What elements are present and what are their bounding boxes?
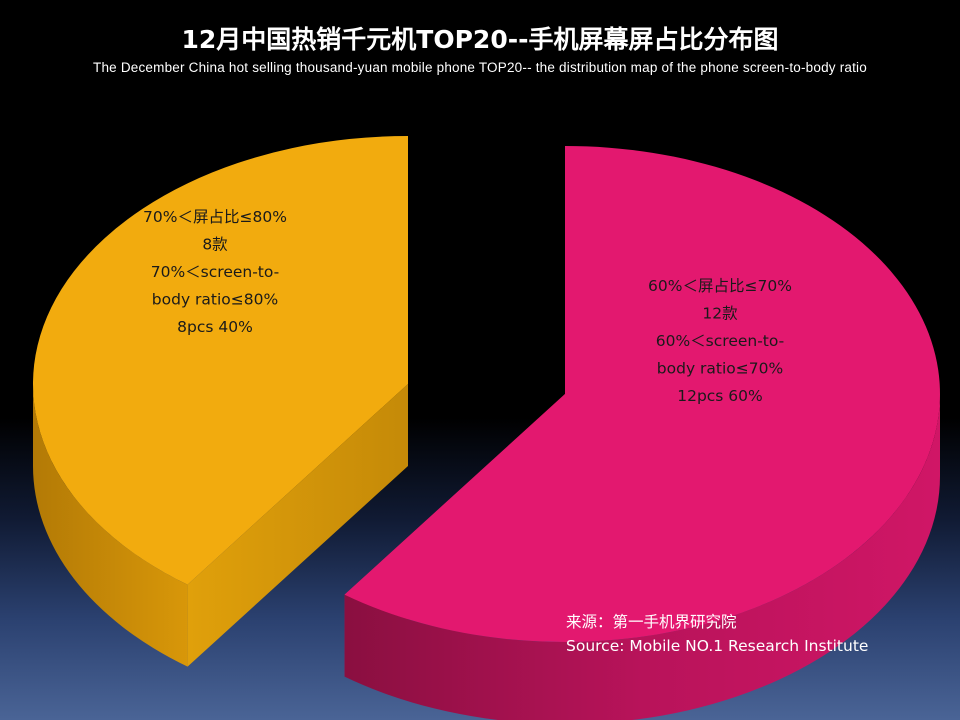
source-line-cn: 来源：第一手机界研究院 <box>566 613 737 631</box>
source-note: 来源：第一手机界研究院 Source: Mobile NO.1 Research… <box>566 610 868 658</box>
slice-2-side-wall <box>32 384 188 667</box>
slice-2-label-line-4: body ratio≤80% <box>152 291 278 309</box>
chart-subtitle: The December China hot selling thousand-… <box>93 60 867 75</box>
slice-1-label-line-5: 12pcs 60% <box>677 387 763 405</box>
slice-1-side-wall <box>344 394 940 720</box>
slice-2-top <box>32 136 409 585</box>
slice-1-label-line-4: body ratio≤70% <box>657 360 783 378</box>
slice-1-label-line-3: 60%＜screen-to- <box>656 332 785 350</box>
slice-2-label-line-1: 70%＜屏占比≤80% <box>143 208 287 226</box>
pie-slice-2 <box>32 136 409 667</box>
slice-2-label-line-5: 8pcs 40% <box>177 318 253 336</box>
slice-2-cut-face-1 <box>187 384 408 667</box>
slice-1-label-line-1: 60%＜屏占比≤70% <box>648 277 792 295</box>
slice-2-label-line-2: 8款 <box>202 236 228 254</box>
slice-1-top <box>344 146 940 642</box>
source-line-en: Source: Mobile NO.1 Research Institute <box>566 637 869 655</box>
pie-slice-1 <box>344 146 940 720</box>
slice-2-label: 70%＜屏占比≤80% 8款 70%＜screen-to-body ratio≤80… <box>143 208 287 336</box>
chart-title: 12月中国热销千元机TOP20--手机屏幕屏占比分布图 <box>181 25 779 54</box>
slice-1-label: 60%＜屏占比≤70% 12款 60%＜screen-to-body ratio≤7… <box>648 277 792 405</box>
slice-1-label-line-2: 12款 <box>702 305 738 323</box>
slice-2-label-line-3: 70%＜screen-to- <box>151 263 280 281</box>
